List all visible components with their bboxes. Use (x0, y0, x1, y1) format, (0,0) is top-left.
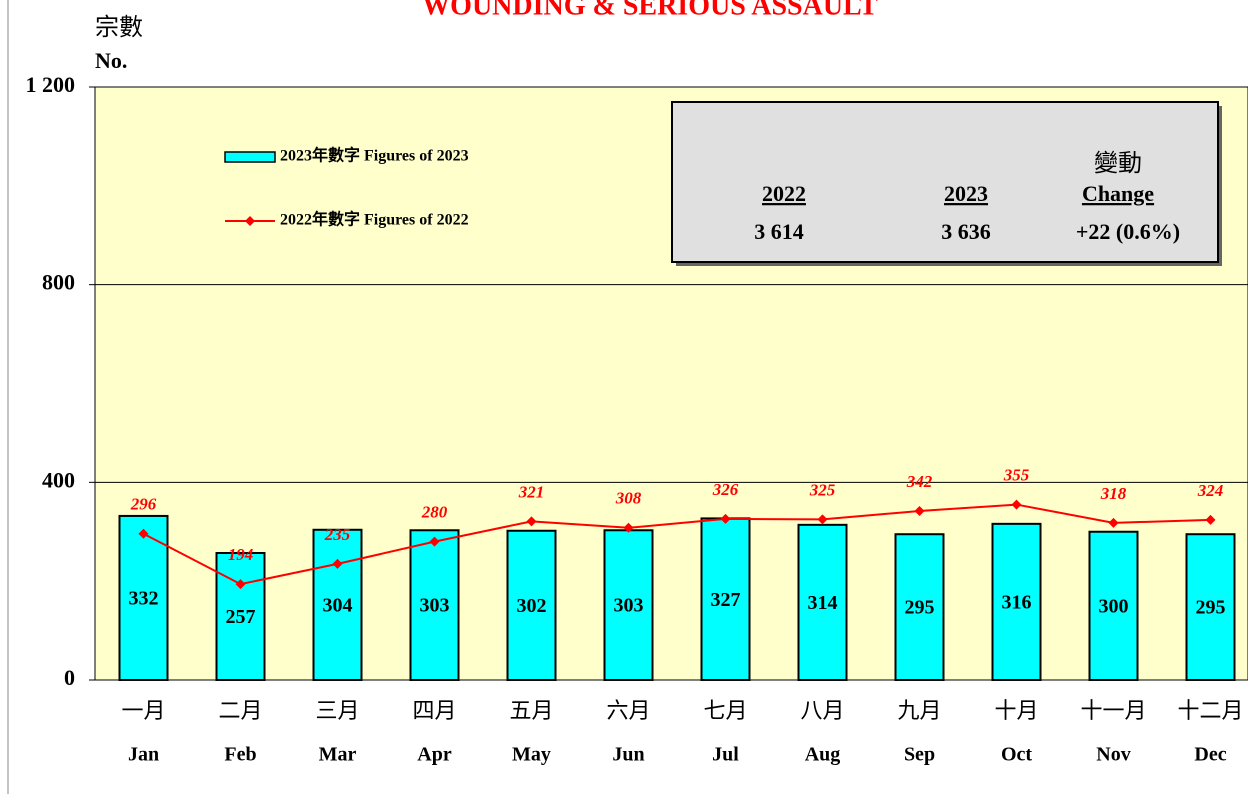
summary-header: Change (1082, 181, 1154, 206)
x-tick-label: Oct (1001, 744, 1032, 766)
line-value-label: 318 (1100, 484, 1127, 503)
y-tick-label: 400 (42, 467, 75, 492)
legend-label: 2022年數字 Figures of 2022 (280, 210, 469, 229)
bar (894, 533, 945, 681)
line-marker (914, 505, 925, 516)
bar (700, 517, 751, 681)
y-tick-label: 0 (64, 665, 75, 690)
x-tick-label: Jun (612, 744, 644, 766)
x-tick-label: Aug (805, 744, 841, 766)
bar (312, 528, 363, 681)
line-value-label: 355 (1003, 465, 1030, 484)
x-tick-label-zh: 四月 (412, 699, 456, 724)
x-tick-label: Feb (224, 744, 256, 766)
bar (797, 523, 848, 681)
line-value-label: 326 (712, 480, 739, 499)
line-value-label: 342 (906, 472, 933, 491)
x-tick-label-zh: 一月 (121, 699, 165, 724)
bar-value-label: 300 (1099, 595, 1129, 617)
line-marker (623, 522, 634, 533)
line-value-label: 194 (228, 545, 254, 564)
x-tick-label-zh: 十月 (994, 699, 1038, 724)
summary-value: +22 (0.6%) (1076, 219, 1180, 244)
line-marker (1011, 499, 1022, 510)
x-tick-label-zh: 五月 (509, 699, 553, 724)
x-tick-label-zh: 九月 (897, 699, 941, 724)
x-tick-label: May (512, 744, 551, 766)
line-value-label: 235 (324, 525, 351, 544)
legend-swatch (224, 151, 276, 163)
x-tick-label-zh: 十二月 (1177, 699, 1243, 724)
bar-value-label: 314 (808, 592, 838, 614)
bar-value-label: 303 (614, 595, 644, 617)
legend-label: 2023年數字 Figures of 2023 (280, 146, 469, 165)
y-axis-label-zh: 宗數 (95, 13, 143, 41)
line-marker (817, 514, 828, 525)
chart-title: WOUNDING & SERIOUS ASSAULT (422, 0, 878, 21)
bar (215, 551, 266, 681)
x-tick-label-zh: 八月 (800, 699, 844, 724)
line-value-label: 280 (421, 503, 448, 522)
summary-box: 變動 2022 2023 Change 3 614 3 636 +22 (0.6… (671, 101, 1222, 266)
summary-change-zh: 變動 (1094, 149, 1142, 177)
x-tick-label-zh: 六月 (606, 699, 650, 724)
bar-value-label: 257 (226, 606, 256, 628)
y-tick-label: 1 200 (26, 72, 76, 97)
bar-value-label: 332 (129, 588, 159, 610)
line-value-label: 324 (1197, 481, 1224, 500)
line-value-label: 296 (130, 495, 157, 514)
line-value-label: 308 (615, 489, 642, 508)
bar (1088, 530, 1139, 681)
bar-value-label: 316 (1002, 592, 1032, 614)
bar-value-label: 327 (711, 589, 741, 611)
summary-value: 3 636 (941, 219, 991, 244)
line-marker (138, 528, 149, 539)
line-marker (720, 513, 731, 524)
line-marker (1205, 514, 1216, 525)
bar (118, 514, 169, 681)
line-marker (235, 579, 246, 590)
x-tick-label: Apr (417, 744, 452, 766)
x-tick-label-zh: 十一月 (1080, 699, 1146, 724)
bar (1185, 533, 1236, 681)
x-tick-label-zh: 三月 (315, 699, 359, 724)
bar-value-label: 303 (420, 595, 450, 617)
line-value-label: 321 (518, 482, 545, 501)
summary-panel (671, 101, 1219, 263)
x-tick-label: Sep (904, 744, 935, 766)
bar-value-label: 295 (905, 597, 935, 619)
line-marker (429, 536, 440, 547)
line-marker (1108, 517, 1119, 528)
bar (506, 529, 557, 681)
x-tick-label-zh: 七月 (703, 699, 747, 724)
y-tick-label: 800 (42, 270, 75, 295)
line-marker (526, 516, 537, 527)
line-value-label: 325 (809, 480, 836, 499)
bar-value-label: 304 (323, 594, 353, 616)
bar (409, 529, 460, 682)
summary-header: 2023 (944, 181, 988, 206)
bar (991, 522, 1042, 681)
summary-value: 3 614 (754, 219, 804, 244)
x-tick-label: Dec (1194, 744, 1226, 766)
y-axis-label: No. (95, 48, 127, 73)
x-tick-label-zh: 二月 (218, 699, 262, 724)
x-tick-label: Nov (1096, 744, 1130, 766)
bar-value-label: 302 (517, 595, 547, 617)
bar-value-label: 295 (1196, 597, 1226, 619)
x-tick-label: Mar (319, 744, 357, 766)
x-tick-label: Jan (128, 744, 159, 766)
summary-header: 2022 (762, 181, 806, 206)
line (143, 503, 1211, 586)
x-tick-label: Jul (712, 744, 739, 766)
legend-marker (245, 216, 255, 226)
line-marker (332, 558, 343, 569)
